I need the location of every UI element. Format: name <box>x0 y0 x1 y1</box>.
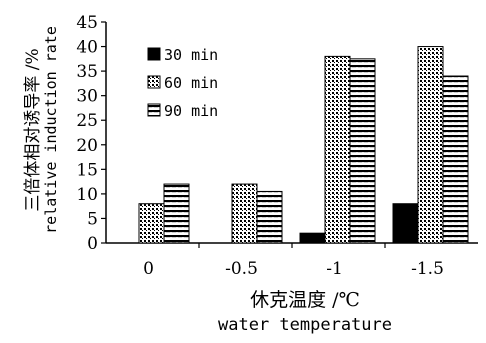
legend-swatch-30-min <box>147 47 161 61</box>
y-tick-label: 45 <box>76 13 98 33</box>
x-tick-label: 0 <box>143 259 154 279</box>
y-tick-label: 40 <box>76 38 98 58</box>
y-axis-label-chinese: 三倍体相对诱导率 /% <box>23 48 43 211</box>
bar-90-min--1.5 <box>442 75 469 244</box>
bar-90-min--1 <box>349 58 376 244</box>
legend: 30 min 60 min 90 min <box>147 46 218 120</box>
bar-60-min-0 <box>138 203 165 244</box>
legend-label: 30 min <box>164 46 218 64</box>
bar-30-min--1 <box>299 232 326 244</box>
bar-60-min--0.5 <box>231 183 258 244</box>
ticks: 0 5 10 15 20 25 30 35 40 45 0 -0.5 -1 -1.5 <box>76 13 444 279</box>
bar-60-min--1 <box>324 55 351 244</box>
legend-swatch-60-min <box>147 75 161 89</box>
bar-90-min--0.5 <box>256 190 283 244</box>
y-tick-label: 20 <box>76 136 98 156</box>
bar-60-min--1.5 <box>417 46 444 244</box>
y-tick-label: 15 <box>76 160 98 180</box>
legend-label: 60 min <box>164 74 218 92</box>
x-axis-label-english: water temperature <box>218 315 392 335</box>
bar-90-min-0 <box>163 183 190 244</box>
x-tick-label: -1.5 <box>411 259 444 279</box>
y-tick-label: 35 <box>76 62 98 82</box>
x-tick-label: -0.5 <box>225 259 258 279</box>
bars <box>138 46 469 244</box>
legend-label: 90 min <box>164 102 218 120</box>
x-tick-label: -1 <box>326 259 343 279</box>
y-tick-label: 5 <box>87 209 98 229</box>
y-tick-label: 0 <box>87 234 98 254</box>
y-tick-label: 10 <box>76 185 98 205</box>
legend-swatch-90-min <box>147 103 161 117</box>
y-tick-label: 30 <box>76 87 98 107</box>
y-tick-label: 25 <box>76 111 98 131</box>
bar-30-min--1.5 <box>392 203 419 244</box>
y-axis-label-english: relative induction rate <box>42 26 60 234</box>
x-axis-label-chinese: 休克温度 /℃ <box>250 289 360 311</box>
